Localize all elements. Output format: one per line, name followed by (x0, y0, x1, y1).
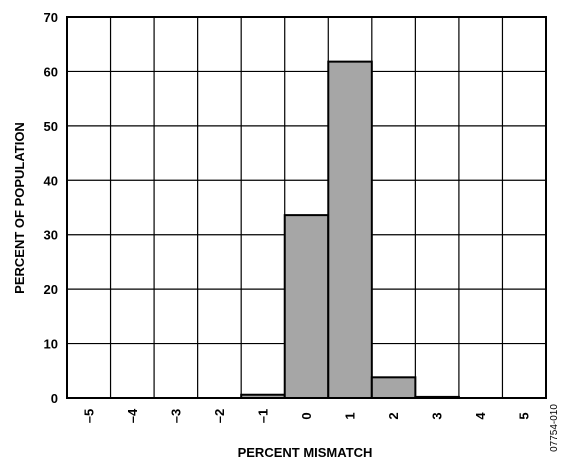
figure-id: 07754-010 (549, 404, 560, 452)
y-tick-label-20: 20 (44, 282, 58, 297)
x-tick-label-2: –3 (168, 409, 183, 423)
y-tick-label-10: 10 (44, 337, 58, 352)
y-tick-label-60: 60 (44, 64, 58, 79)
x-axis-label: PERCENT MISMATCH (238, 445, 373, 460)
x-tick-label-8: 3 (430, 412, 445, 419)
x-tick-label-7: 2 (386, 412, 401, 419)
x-tick-label-10: 5 (517, 412, 532, 419)
y-tick-labels: 0 10 20 30 40 50 60 70 (44, 10, 58, 406)
x-tick-label-5: 0 (299, 412, 314, 419)
x-tick-labels: –5 –4 –3 –2 –1 0 1 2 3 4 5 (81, 408, 531, 423)
bar-5 (283, 214, 330, 399)
bars (240, 60, 460, 400)
x-tick-label-4: –1 (255, 409, 270, 423)
x-tick-label-6: 1 (343, 412, 358, 419)
bar-6 (327, 60, 373, 399)
y-tick-label-30: 30 (44, 228, 58, 243)
y-tick-label-0: 0 (51, 391, 58, 406)
x-tick-label-1: –4 (125, 408, 140, 423)
y-tick-label-50: 50 (44, 119, 58, 134)
y-axis-label: PERCENT OF POPULATION (12, 122, 27, 294)
plot-frame (66, 16, 547, 399)
x-tick-label-9: 4 (473, 412, 488, 420)
x-tick-label-0: –5 (81, 409, 96, 423)
bar-7 (370, 376, 417, 399)
x-tick-label-3: –2 (212, 409, 227, 423)
y-tick-label-70: 70 (44, 10, 58, 25)
y-tick-label-40: 40 (44, 173, 58, 188)
